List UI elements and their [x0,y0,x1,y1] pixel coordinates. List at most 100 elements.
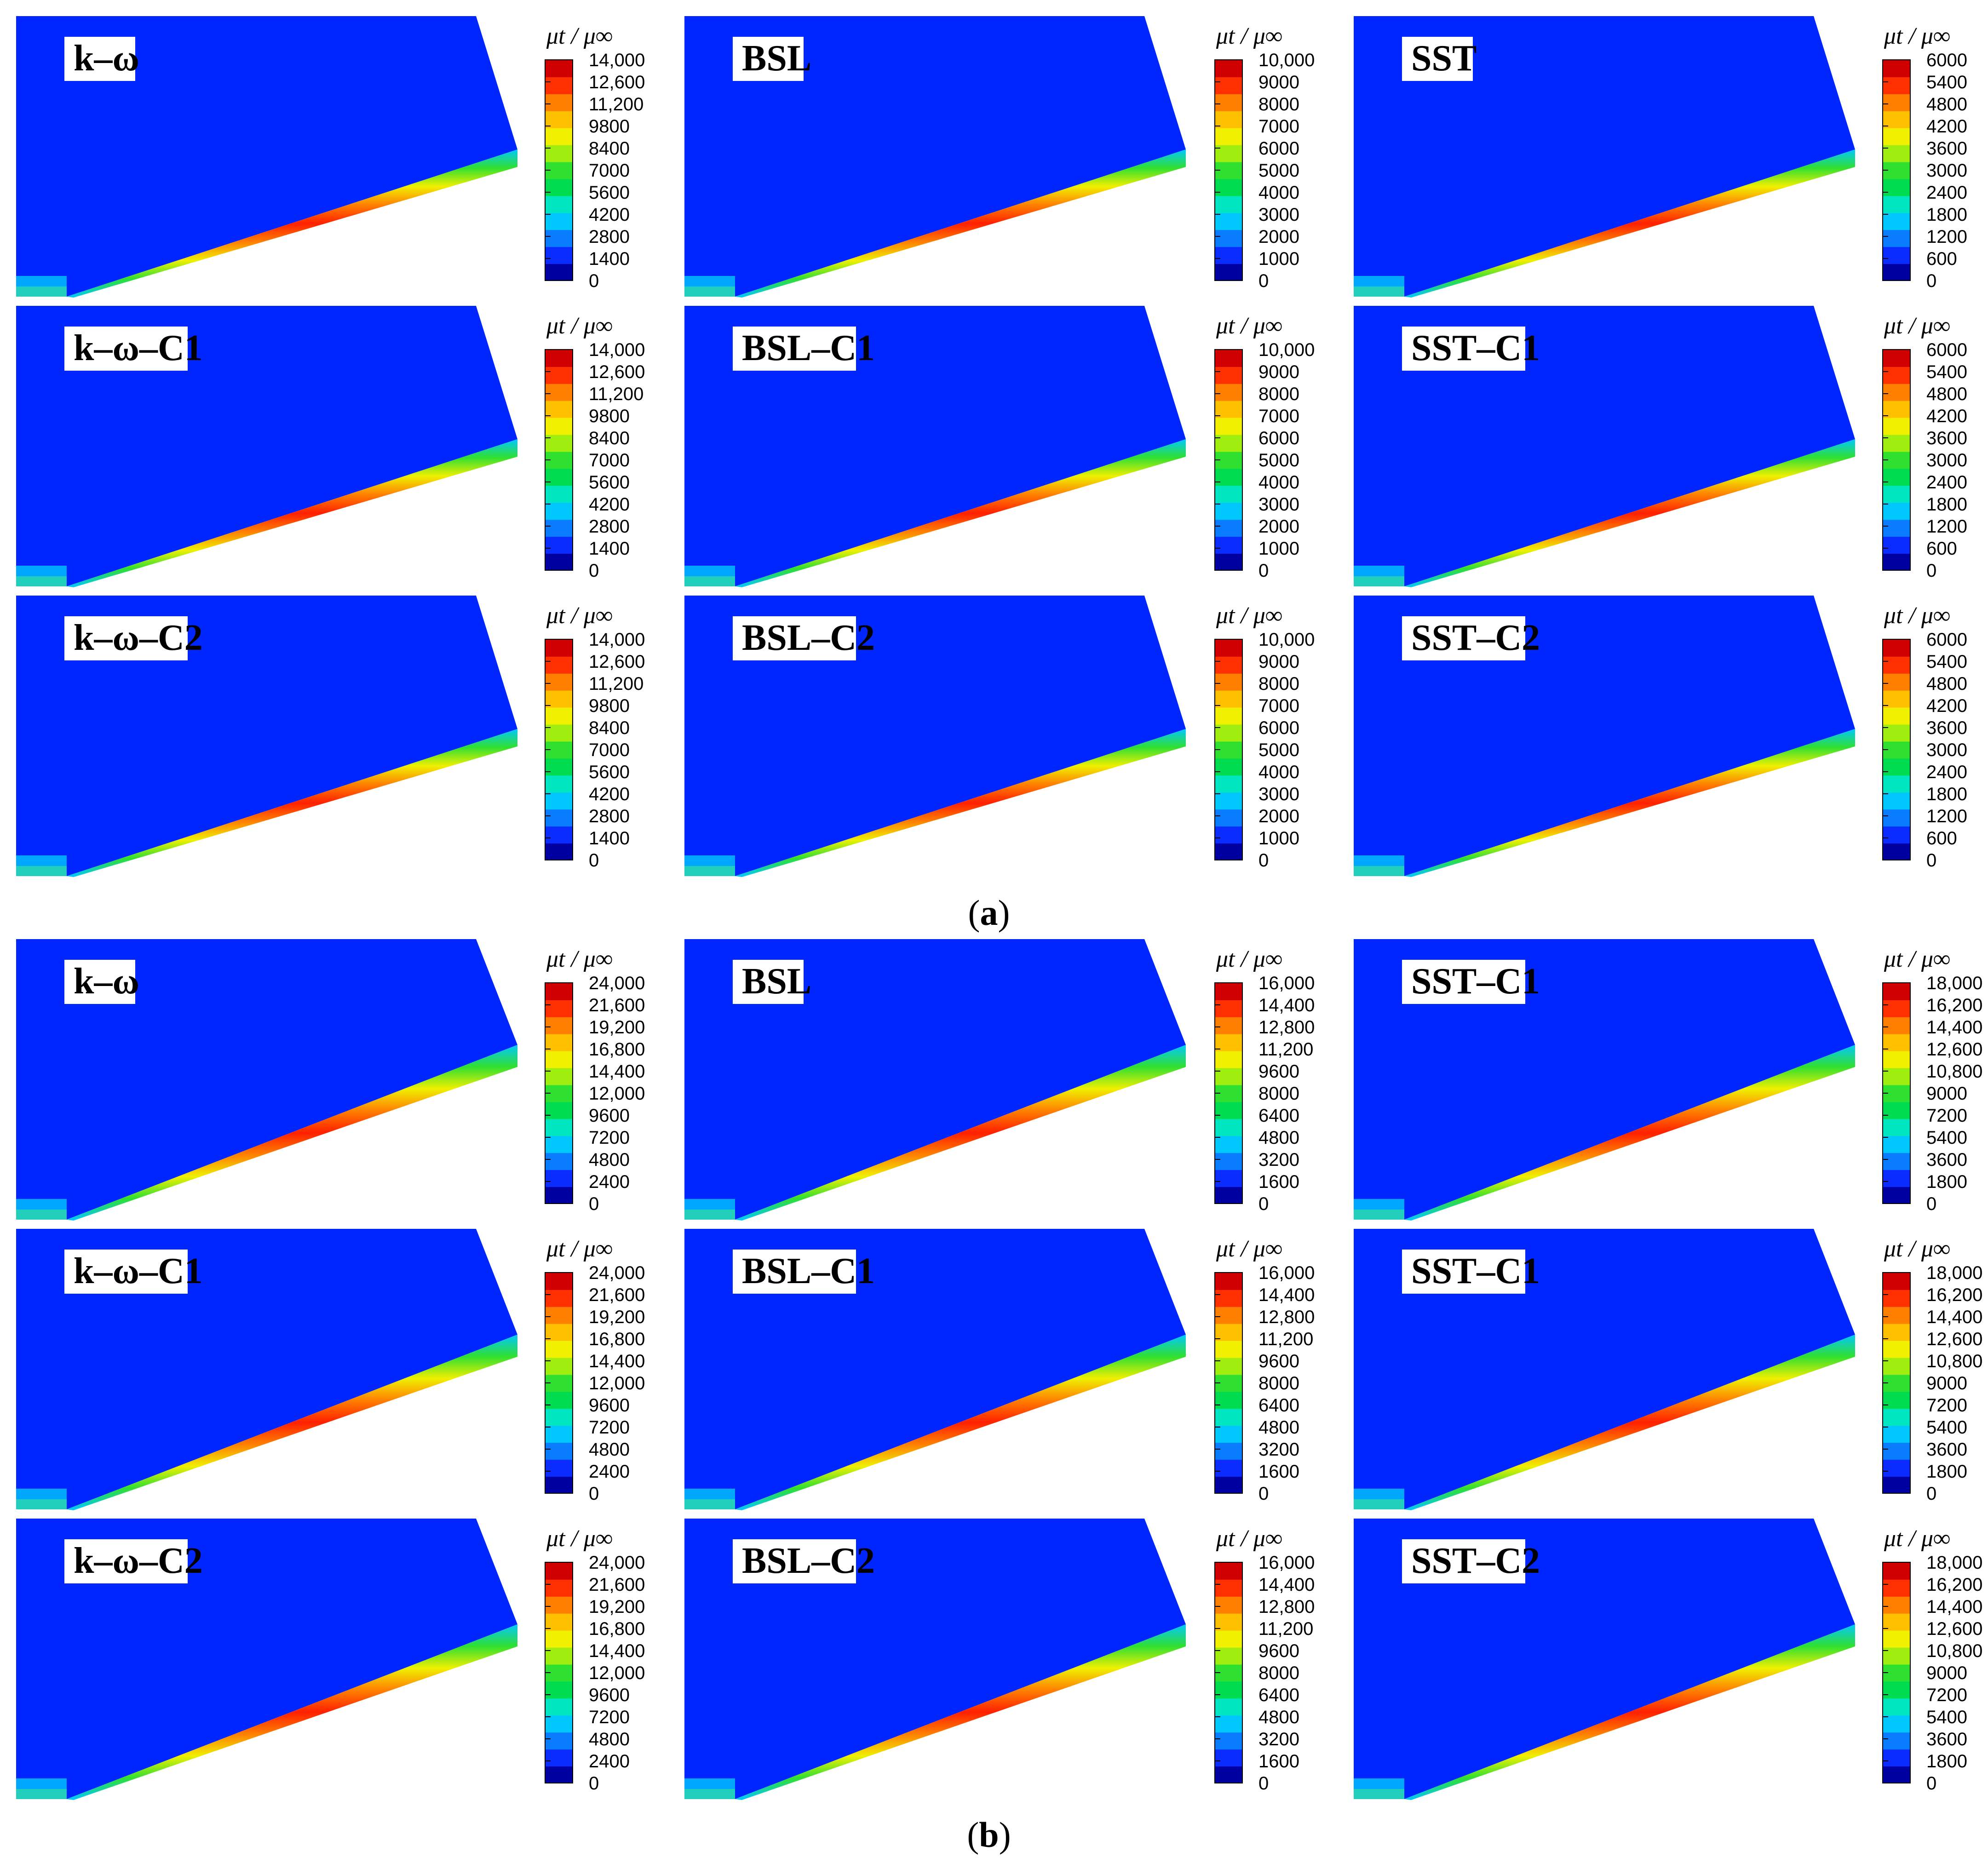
colorbar-title: μt / μ∞ [1216,602,1282,629]
colorbar-tick-label: 4800 [1258,1707,1299,1727]
colorbar-segment [1883,758,1910,776]
colorbar-segment [1215,843,1242,860]
colorbar-tick-label: 8000 [1258,1663,1299,1683]
colorbar: μt / μ∞14,00012,60011,200980084007000560… [545,313,645,581]
colorbar-segment [545,1562,573,1580]
colorbar-tick-label: 9800 [589,406,630,426]
colorbar-tick-label: 12,800 [1258,1017,1315,1038]
colorbar-segment [1883,468,1910,486]
colorbar-tick-label: 1800 [1926,1172,1967,1192]
colorbar-tick-label: 1200 [1926,806,1967,826]
colorbar-tick-label: 0 [1926,1484,1936,1504]
colorbar-tick-label: 8000 [1258,94,1299,115]
colorbar-segment [1883,826,1910,844]
colorbar-tick-label: 10,000 [1258,630,1315,650]
colorbar-tick-label: 12,600 [589,72,645,92]
colorbar-segment [1215,775,1242,793]
colorbar-tick-label: 3600 [1926,138,1967,159]
model-label: k–ω [64,37,139,81]
model-label-text: SST–C2 [1411,1541,1540,1581]
model-label: SST–C1 [1402,1250,1540,1294]
colorbar-tick-label: 18,000 [1926,973,1982,993]
colorbar-tick-label: 12,600 [1926,1619,1982,1639]
colorbar-tick-label: 9800 [589,116,630,137]
shear-layer [67,729,517,877]
model-label: k–ω–C2 [64,1539,203,1583]
colorbar-tick-label: 6000 [1258,138,1299,159]
colorbar-tick-label: 0 [1258,850,1269,871]
colorbar-tick-label: 4200 [1926,406,1967,426]
colorbar-segment [1883,639,1910,657]
colorbar-segment [545,1749,573,1767]
colorbar-segment [1883,1732,1910,1750]
model-label-text: k–ω–C2 [74,1541,203,1581]
colorbar-segment [1215,1408,1242,1426]
colorbar-tick-label: 5000 [1258,740,1299,760]
contour-subplot: k–ω–C1 μt / μ∞14,00012,60011,200980084007… [16,306,645,587]
colorbar-segment [545,1016,573,1034]
colorbar-tick-label: 11,200 [589,94,644,115]
colorbar-segment [1215,485,1242,503]
colorbar-segment [1883,983,1910,1000]
colorbar-tick-label: 3600 [1926,1729,1967,1749]
colorbar-segment [1883,519,1910,537]
colorbar-tick-label: 14,000 [589,50,645,70]
contour-subplot: k–ω μt / μ∞24,00021,60019,20016,80014,400… [16,939,645,1221]
colorbar-tick-label: 1600 [1258,1751,1299,1772]
colorbar-segment [545,536,573,554]
flow-domain [684,939,1186,1220]
colorbar-segment [1883,1340,1910,1358]
colorbar-segment [545,144,573,162]
colorbar-tick-label: 6000 [1926,340,1967,360]
colorbar-segment [1215,468,1242,486]
colorbar-segment [1883,707,1910,725]
colorbar-segment [1883,792,1910,810]
colorbar-segment [1215,536,1242,554]
colorbar-tick-label: 14,400 [1926,1017,1982,1038]
flow-domain [1354,596,1855,876]
colorbar-segment [1215,60,1242,77]
colorbar-tick-label: 2800 [589,227,630,247]
colorbar-tick-label: 2000 [1258,516,1299,537]
colorbar-tick-label: 4200 [589,205,630,225]
flow-domain [1354,1229,1855,1509]
colorbar-segment [545,1647,573,1665]
colorbar-segment [1215,1187,1242,1204]
contour-subplot: SST–C2 μt / μ∞18,00016,20014,40012,60010,… [1354,1519,1982,1800]
colorbar-segment [1215,1425,1242,1443]
colorbar-tick-label: 0 [1258,1194,1269,1214]
colorbar-segment [545,1118,573,1136]
flow-domain [1354,16,1855,297]
colorbar-segment [1215,1323,1242,1341]
inlet-boundary-layer-core [16,287,67,297]
colorbar-segment [1883,536,1910,554]
colorbar-segment [1215,690,1242,708]
colorbar: μt / μ∞18,00016,20014,40012,60010,800900… [1882,1525,1982,1794]
contour-subplot: k–ω–C2 μt / μ∞14,00012,60011,200980084007… [16,596,645,877]
colorbar-tick-label: 10,800 [1926,1061,1982,1082]
colorbar-tick-label: 9600 [589,1395,630,1416]
colorbar-segment [545,383,573,401]
flow-domain [16,1519,517,1799]
colorbar-segment [1883,76,1910,94]
inlet-boundary-layer-core [1354,1499,1404,1509]
colorbar-segment [1883,690,1910,708]
colorbar-segment [1215,656,1242,674]
colorbar-segment [545,1476,573,1494]
colorbar-segment [1215,350,1242,367]
model-label-text: SST–C1 [1411,328,1540,368]
colorbar-tick-label: 16,800 [589,1329,645,1349]
shear-layer [1404,1624,1855,1800]
colorbar-title: μt / μ∞ [546,946,613,972]
colorbar-segment [545,758,573,776]
colorbar-tick-label: 7200 [589,1128,630,1148]
colorbar-segment [1883,1766,1910,1783]
colorbar-segment [545,792,573,810]
colorbar-segment [545,1766,573,1783]
colorbar-segment [545,1357,573,1375]
shear-layer [1404,1045,1855,1221]
colorbar-tick-label: 0 [589,1484,599,1504]
colorbar-tick-label: 0 [589,1773,599,1794]
